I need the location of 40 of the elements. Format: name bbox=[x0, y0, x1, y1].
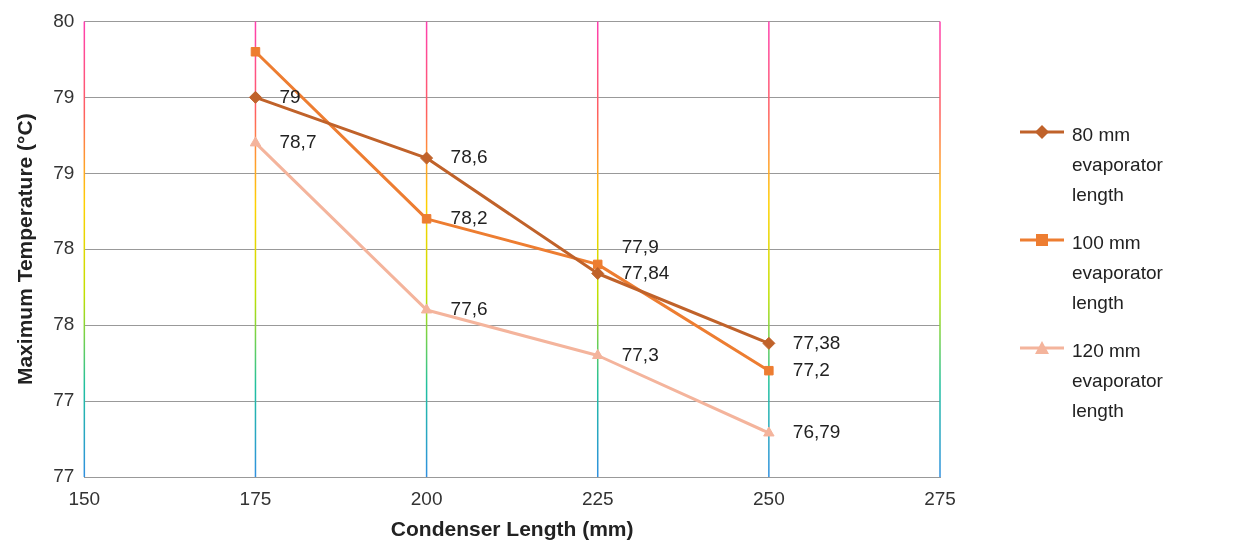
y-tick-label: 79 bbox=[53, 85, 75, 107]
y-tick-label: 80 bbox=[53, 9, 75, 31]
x-tick-label: 200 bbox=[410, 487, 443, 509]
point bbox=[420, 151, 434, 165]
point bbox=[249, 136, 262, 147]
y-tick-label: 78 bbox=[53, 313, 75, 335]
x-tick-label: 150 bbox=[68, 487, 101, 509]
x-tick-label: 275 bbox=[924, 487, 956, 509]
point bbox=[250, 47, 261, 57]
data-label: 79 bbox=[279, 85, 301, 107]
point bbox=[248, 90, 262, 104]
y-tick-label: 77 bbox=[53, 389, 75, 411]
point bbox=[764, 365, 774, 376]
legend-label: 100 mm evaporator length bbox=[1072, 231, 1164, 315]
legend-label: 120 mm evaporator length bbox=[1072, 339, 1164, 423]
data-label: 77,6 bbox=[450, 298, 488, 320]
data-label: 77,38 bbox=[792, 331, 841, 353]
x-axis-title: Condenser Length (mm) bbox=[390, 517, 634, 541]
x-tick-label: 175 bbox=[239, 487, 272, 509]
y-axis-title: Maximum Temperature (°C) bbox=[13, 113, 37, 386]
point bbox=[592, 259, 603, 270]
data-label: 77,3 bbox=[621, 343, 659, 365]
data-label: 78,2 bbox=[450, 207, 488, 229]
x-tick-label: 250 bbox=[753, 487, 785, 509]
y-tick-label: 79 bbox=[53, 161, 75, 183]
data-label: 77,9 bbox=[621, 235, 659, 257]
data-label: 77,84 bbox=[621, 261, 670, 283]
y-tick-label: 77 bbox=[53, 465, 75, 487]
x-tick-label: 225 bbox=[581, 487, 614, 509]
point bbox=[591, 267, 605, 280]
point bbox=[421, 214, 432, 224]
point bbox=[762, 336, 776, 350]
data-label: 77,2 bbox=[792, 358, 830, 380]
data-label: 78,6 bbox=[450, 146, 488, 168]
point bbox=[420, 303, 433, 314]
y-tick-label: 78 bbox=[53, 237, 75, 259]
point bbox=[763, 426, 775, 437]
data-label: 76,79 bbox=[792, 421, 841, 443]
legend-label: 80 mm evaporator length bbox=[1072, 123, 1164, 207]
data-label: 78,7 bbox=[279, 131, 317, 153]
